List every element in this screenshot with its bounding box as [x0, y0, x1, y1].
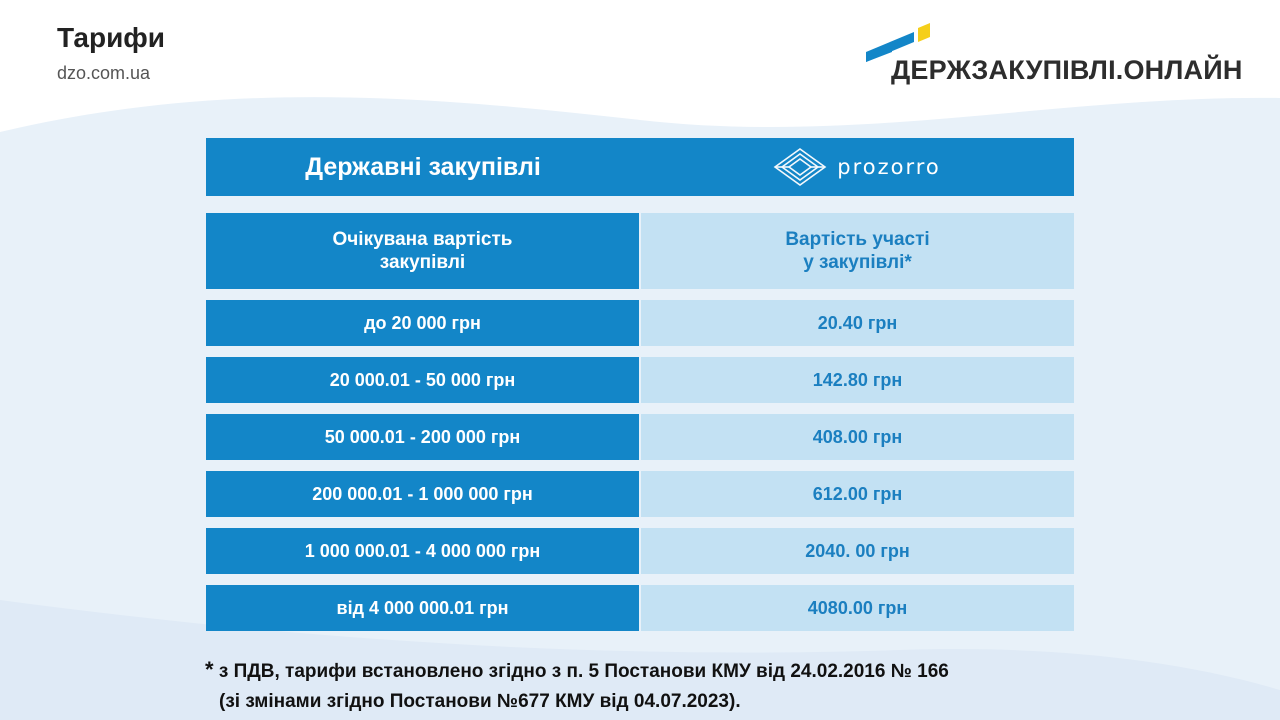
price-cell: 2040. 00 грн: [641, 528, 1074, 574]
footnote-line-2: (зі змінами згідно Постанови №677 КМУ ві…: [219, 691, 741, 712]
range-cell: 1 000 000.01 - 4 000 000 грн: [206, 528, 639, 574]
range-cell: 20 000.01 - 50 000 грн: [206, 357, 639, 403]
price-cell: 142.80 грн: [641, 357, 1074, 403]
table-title: Державні закупівлі: [305, 152, 541, 181]
page-title: Тарифи: [57, 22, 166, 53]
site-url: dzo.com.ua: [57, 63, 151, 83]
range-cell: до 20 000 грн: [206, 300, 639, 346]
tariff-table: Державні закупівлі prozorro Очікувана ва…: [206, 138, 1074, 631]
price-cell: 408.00 грн: [641, 414, 1074, 460]
table-header-bar: Державні закупівлі prozorro: [206, 138, 1074, 196]
range-cell: 200 000.01 - 1 000 000 грн: [206, 471, 639, 517]
brand-logo: ДЕРЖЗАКУПІВЛІ.ОНЛАЙН: [862, 22, 1242, 92]
table-row: 50 000.01 - 200 000 грн 408.00 грн: [206, 414, 1074, 460]
table-row: 1 000 000.01 - 4 000 000 грн 2040. 00 гр…: [206, 528, 1074, 574]
table-row: 20 000.01 - 50 000 грн 142.80 грн: [206, 357, 1074, 403]
column-header-expected-value: Очікувана вартість закупівлі: [206, 213, 639, 289]
vat-footnote: * з ПДВ, тарифи встановлено згідно з п. …: [205, 655, 949, 717]
column-header-participation-cost: Вартість участі у закупівлі*: [641, 213, 1074, 289]
table-row: 200 000.01 - 1 000 000 грн 612.00 грн: [206, 471, 1074, 517]
footnote-asterisk: *: [205, 657, 214, 682]
range-cell: 50 000.01 - 200 000 грн: [206, 414, 639, 460]
prozorro-wordmark: prozorro: [837, 155, 941, 179]
price-cell: 20.40 грн: [641, 300, 1074, 346]
price-cell: 4080.00 грн: [641, 585, 1074, 631]
table-row: від 4 000 000.01 грн 4080.00 грн: [206, 585, 1074, 631]
brand-name: ДЕРЖЗАКУПІВЛІ.ОНЛАЙН: [891, 55, 1243, 85]
table-row: до 20 000 грн 20.40 грн: [206, 300, 1074, 346]
prozorro-icon: [773, 148, 827, 186]
prozorro-logo: prozorro: [640, 138, 1074, 196]
brand-mark-icon: [866, 23, 930, 62]
range-cell: від 4 000 000.01 грн: [206, 585, 639, 631]
price-cell: 612.00 грн: [641, 471, 1074, 517]
column-header-row: Очікувана вартість закупівлі Вартість уч…: [206, 213, 1074, 289]
footnote-line-1: з ПДВ, тарифи встановлено згідно з п. 5 …: [213, 661, 949, 682]
